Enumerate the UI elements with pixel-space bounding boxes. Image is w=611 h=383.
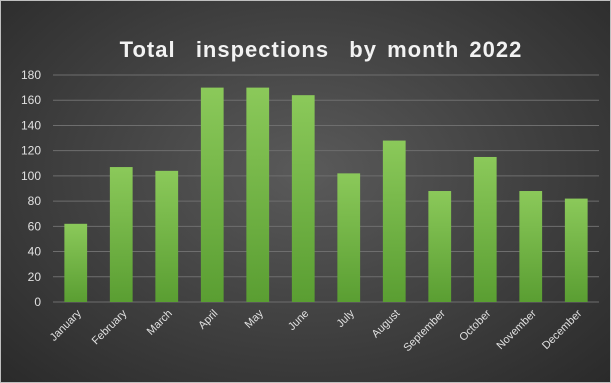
bar-march xyxy=(155,170,179,302)
x-axis-labels: January February March April May June July Augu… xyxy=(48,307,585,354)
y-tick-label: 20 xyxy=(28,270,42,284)
bar-august xyxy=(382,140,406,302)
x-tick-label: December xyxy=(540,307,585,352)
y-tick-label: 40 xyxy=(28,245,42,259)
x-tick-label: November xyxy=(495,307,540,352)
x-tick-label: April xyxy=(196,308,220,332)
gridlines xyxy=(53,74,599,303)
x-tick-label: September xyxy=(401,307,448,354)
bar-may xyxy=(246,87,270,302)
x-tick-label: March xyxy=(145,308,175,338)
x-tick-label: May xyxy=(243,307,267,331)
x-tick-label: January xyxy=(48,307,85,344)
x-tick-label: October xyxy=(457,307,493,343)
x-tick-label: February xyxy=(90,307,130,347)
bar-november xyxy=(519,191,543,302)
bar-september xyxy=(428,191,452,302)
y-tick-label: 120 xyxy=(21,144,41,158)
x-tick-label: June xyxy=(286,308,311,333)
chart-title: Total inspections by month 2022 xyxy=(119,37,523,62)
y-tick-label: 160 xyxy=(21,93,41,107)
y-tick-label: 60 xyxy=(28,219,42,233)
bars xyxy=(64,87,588,302)
y-tick-label: 0 xyxy=(34,295,41,309)
bar-april xyxy=(200,87,224,302)
bar-january xyxy=(64,223,88,302)
y-axis-ticks: 0 20 40 60 80 100 120 140 160 180 xyxy=(21,68,41,309)
bar-february xyxy=(109,167,133,302)
y-tick-label: 140 xyxy=(21,118,41,132)
bar-july xyxy=(337,173,361,302)
y-tick-label: 80 xyxy=(28,194,42,208)
y-tick-label: 100 xyxy=(21,169,41,183)
x-tick-label: August xyxy=(370,308,403,341)
x-tick-label: July xyxy=(335,307,358,330)
bar-june xyxy=(291,95,315,302)
bar-december xyxy=(564,198,588,302)
bar-october xyxy=(473,156,497,302)
y-tick-label: 180 xyxy=(21,68,41,82)
